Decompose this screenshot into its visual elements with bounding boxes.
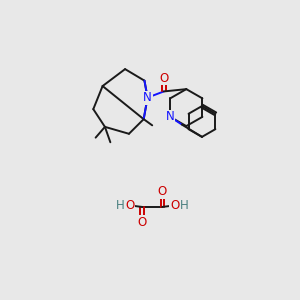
Text: O: O (125, 199, 134, 212)
Text: O: O (158, 185, 167, 198)
Text: N: N (166, 110, 175, 123)
Text: N: N (143, 91, 152, 104)
Text: O: O (159, 72, 169, 85)
Text: O: O (137, 216, 147, 229)
Text: H: H (116, 199, 125, 212)
Text: H: H (180, 199, 188, 212)
Text: O: O (170, 199, 179, 212)
